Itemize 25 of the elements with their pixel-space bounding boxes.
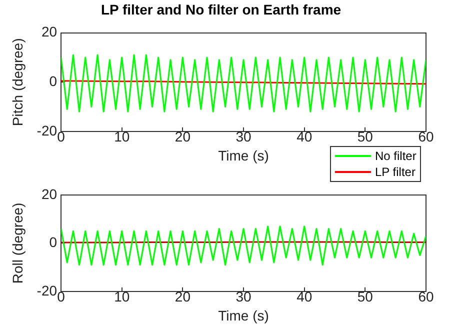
x-tick-label: 50 (357, 288, 374, 305)
y-tick-label: 20 (41, 186, 58, 202)
x-axis-title: Time (s) (218, 307, 269, 324)
x-tick-label: 10 (114, 288, 130, 305)
y-axis-title: Roll (degree) (9, 202, 26, 284)
x-tick-label: 60 (418, 128, 434, 145)
x-tick-label: 20 (174, 128, 191, 145)
x-tick-label: 40 (296, 288, 312, 305)
y-tick-label: 20 (41, 24, 58, 40)
y-tick-label: -20 (36, 282, 58, 298)
x-tick-label: 60 (418, 288, 434, 305)
x-axis-title: Time (s) (218, 147, 269, 164)
y-axis-title: Pitch (degree) (9, 38, 26, 126)
x-tick-label: 30 (236, 128, 252, 145)
legend-label: No filter (375, 149, 416, 163)
y-tick-label: -20 (36, 122, 58, 138)
chart-title: LP filter and No filter on Earth frame (100, 1, 342, 18)
x-tick-label: 20 (174, 288, 191, 305)
y-tick-label: 0 (49, 234, 58, 250)
legend-label: LP filter (375, 165, 416, 179)
x-tick-label: 50 (357, 128, 374, 145)
x-tick-label: 30 (236, 288, 252, 305)
x-tick-label: 10 (114, 128, 130, 145)
y-tick-label: 0 (49, 72, 58, 89)
x-tick-label: 40 (296, 128, 312, 145)
